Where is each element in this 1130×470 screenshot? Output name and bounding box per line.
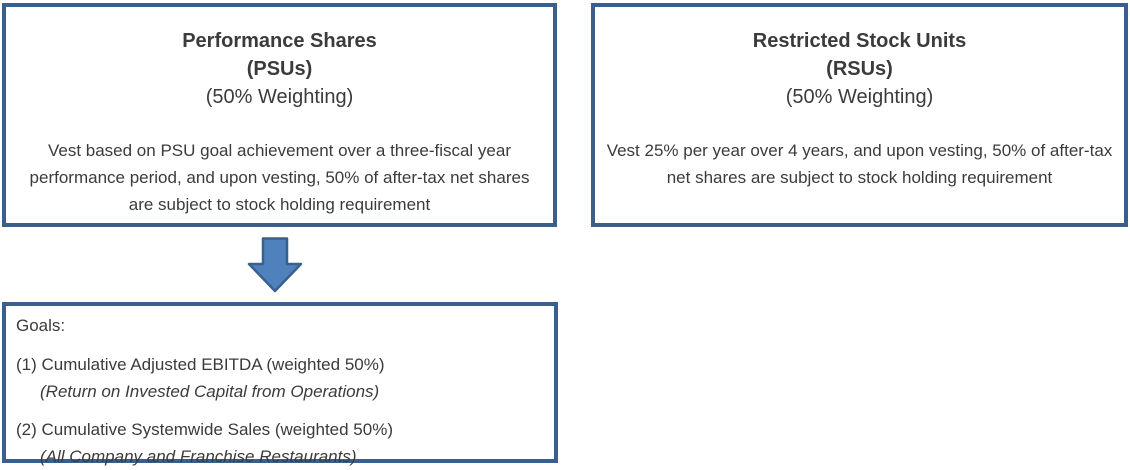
psu-title-line2: (PSUs) — [246, 58, 313, 80]
goals-label: Goals: — [16, 316, 66, 335]
rsu-title-line2: (RSUs) — [826, 58, 893, 80]
goal-item-1: (1) Cumulative Adjusted EBITDA (weighted… — [16, 351, 540, 405]
performance-shares-box: Performance Shares (PSUs) (50% Weighting… — [2, 3, 557, 227]
rsu-title-line1: Restricted Stock Units — [752, 30, 967, 52]
psu-box-title: Performance Shares (PSUs) (50% Weighting… — [6, 27, 553, 111]
psu-weighting: (50% Weighting) — [205, 86, 354, 108]
restricted-stock-units-box: Restricted Stock Units (RSUs) (50% Weigh… — [591, 3, 1128, 227]
rsu-description: Vest 25% per year over 4 years, and upon… — [606, 141, 1113, 187]
psu-description: Vest based on PSU goal achievement over … — [29, 141, 530, 214]
psu-title-line1: Performance Shares — [182, 30, 377, 52]
rsu-box-title: Restricted Stock Units (RSUs) (50% Weigh… — [595, 27, 1124, 111]
goals-content: Goals: (1) Cumulative Adjusted EBITDA (w… — [6, 306, 554, 470]
goal-1-text: (1) Cumulative Adjusted EBITDA (weighted… — [16, 355, 385, 374]
goal-2-subtext: (All Company and Franchise Restaurants) — [40, 447, 357, 466]
goal-1-subtext: (Return on Invested Capital from Operati… — [40, 382, 380, 401]
goal-item-2: (2) Cumulative Systemwide Sales (weighte… — [16, 416, 540, 470]
down-arrow-icon — [247, 237, 303, 293]
rsu-weighting: (50% Weighting) — [785, 86, 934, 108]
goals-box: Goals: (1) Cumulative Adjusted EBITDA (w… — [2, 302, 558, 466]
goal-2-text: (2) Cumulative Systemwide Sales (weighte… — [16, 420, 393, 439]
